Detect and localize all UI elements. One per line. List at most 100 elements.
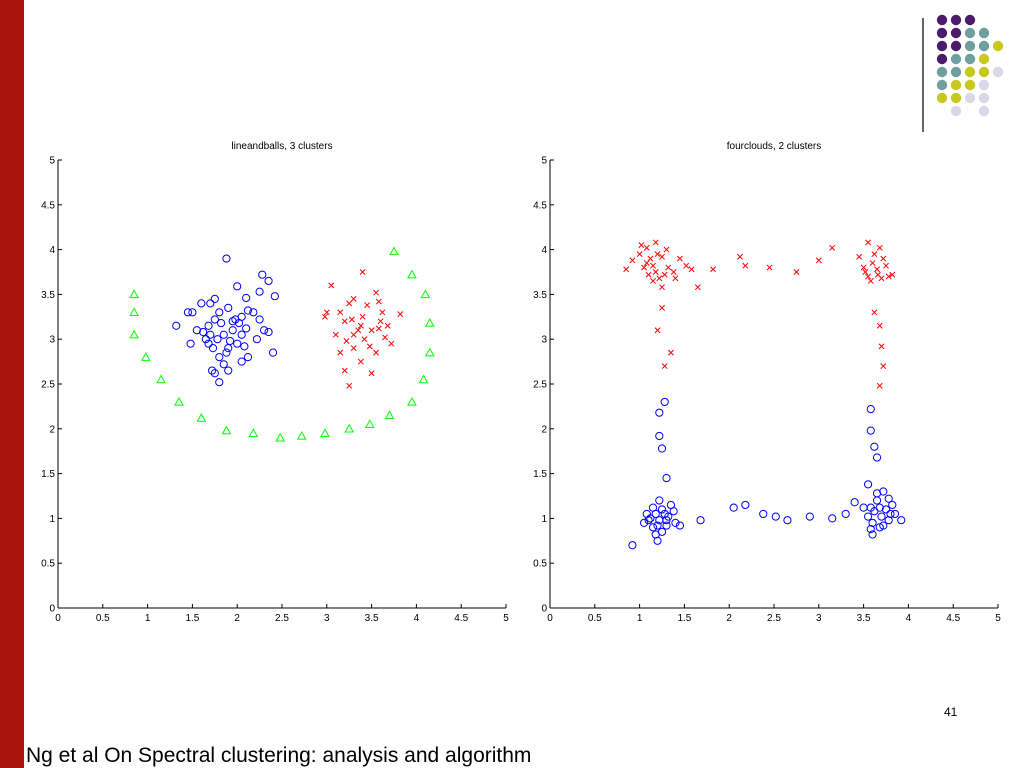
data-point-triangle: [156, 374, 166, 384]
data-point-triangle: [384, 410, 395, 420]
data-point-x: [350, 331, 357, 338]
data-point-circle: [866, 404, 875, 414]
data-point-circle: [877, 512, 886, 521]
y-tick-label: 3.5: [533, 290, 547, 301]
data-point-circle: [225, 336, 235, 346]
data-point-circle: [215, 353, 224, 362]
y-tick-label: 3: [49, 335, 55, 346]
data-point-circle: [222, 254, 231, 263]
data-point-circle: [192, 326, 201, 335]
data-point-circle: [662, 516, 671, 525]
decorative-dot-grid: [922, 14, 1004, 132]
data-point-triangle: [320, 428, 330, 437]
data-point-x: [654, 327, 661, 334]
deco-dot: [950, 53, 962, 65]
y-tick-label: 1.5: [41, 469, 55, 480]
data-point-circle: [866, 503, 875, 512]
data-point-circle: [219, 360, 228, 369]
data-point-triangle: [296, 430, 307, 440]
data-point-x: [889, 271, 896, 278]
data-point-circle: [639, 518, 649, 527]
deco-dot: [978, 53, 990, 65]
data-point-circle: [646, 514, 655, 523]
data-point-x: [350, 295, 357, 302]
data-point-x: [623, 266, 630, 273]
x-tick-label: 4.5: [454, 613, 468, 624]
data-point-x: [328, 282, 335, 289]
y-tick-label: 0.5: [533, 559, 547, 570]
y-tick-label: 3.5: [41, 290, 55, 301]
data-point-circle: [653, 536, 662, 545]
deco-dot: [936, 40, 948, 52]
data-point-x: [661, 271, 668, 278]
data-point-x: [862, 269, 869, 275]
data-point-x: [346, 300, 353, 307]
data-point-x: [641, 264, 648, 271]
data-point-x: [366, 343, 373, 350]
data-point-x: [878, 343, 885, 350]
data-point-circle: [655, 408, 664, 417]
y-tick-label: 1.5: [533, 469, 547, 480]
data-point-circle: [759, 509, 768, 519]
deco-dot: [936, 14, 948, 26]
data-point-circle: [188, 308, 197, 317]
chart-lineandballs: lineandballs, 3 clusters 0 0.5 1 1.5 2 2.5 3 3.5…: [41, 141, 509, 624]
data-point-circle: [252, 335, 262, 344]
data-point-circle: [897, 516, 906, 525]
data-point-circle: [651, 509, 660, 519]
y-tick-label: 5: [541, 156, 547, 167]
data-point-x: [652, 239, 659, 246]
x-tick-label: 0.5: [96, 613, 110, 624]
data-point-x: [766, 264, 773, 271]
data-point-x: [654, 251, 661, 258]
data-point-circle: [208, 366, 217, 375]
data-point-circle: [875, 523, 884, 532]
data-point-circle: [890, 509, 900, 519]
deco-dot: [978, 40, 990, 52]
data-point-x: [377, 318, 384, 325]
x-tick-label: 2.5: [767, 613, 781, 624]
slide-left-accent-bar: [0, 0, 24, 768]
data-point-circle: [655, 496, 664, 505]
data-point-x: [341, 318, 348, 325]
x-tick-label: 3: [324, 613, 330, 624]
data-point-x: [829, 244, 836, 251]
data-point-x: [874, 271, 881, 278]
data-point-x: [643, 260, 650, 266]
data-point-circle: [255, 287, 264, 296]
data-point-circle: [660, 397, 669, 407]
data-point-circle: [249, 308, 258, 317]
data-point-x: [742, 262, 749, 269]
deco-dot: [978, 79, 990, 91]
data-point-circle: [657, 505, 667, 514]
data-point-x: [883, 262, 889, 269]
data-point-x: [874, 266, 880, 273]
data-point-circle: [233, 339, 242, 348]
data-point-x: [659, 284, 665, 291]
deco-dot: [950, 40, 962, 52]
data-point-circle: [868, 530, 877, 539]
data-point-x: [375, 325, 382, 332]
deco-dot: [936, 53, 948, 65]
data-point-x: [357, 322, 364, 329]
data-point-circle: [204, 321, 213, 330]
data-point-triangle: [418, 374, 429, 384]
y-tick-label: 5: [49, 156, 55, 167]
deco-dot: [964, 14, 976, 26]
data-point-circle: [242, 324, 251, 333]
data-point-x: [876, 244, 883, 251]
y-tick-label: 2.5: [41, 380, 55, 391]
y-tick-label: 0: [49, 604, 55, 615]
data-point-x: [647, 255, 654, 262]
data-point-circle: [228, 326, 237, 335]
data-point-x: [643, 244, 650, 251]
data-point-x: [793, 269, 800, 275]
data-point-x: [373, 289, 380, 296]
x-tick-label: 4: [414, 613, 420, 624]
data-point-circle: [662, 521, 671, 530]
data-point-x: [348, 316, 355, 323]
data-point-circle: [783, 516, 792, 525]
data-point-triangle: [389, 246, 399, 256]
data-point-x: [359, 313, 366, 320]
data-point-x: [670, 269, 677, 275]
